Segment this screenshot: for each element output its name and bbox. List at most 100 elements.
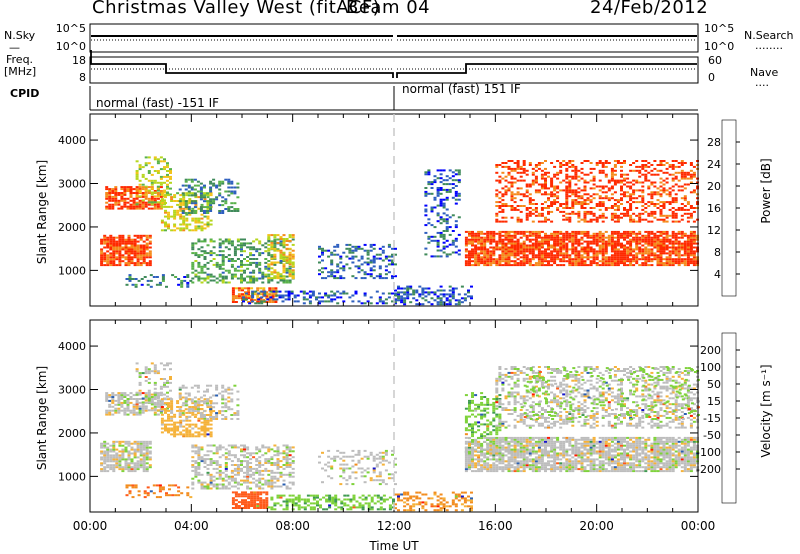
data-cell [577, 256, 581, 259]
data-cell [156, 370, 160, 373]
data-cell [586, 236, 590, 239]
data-cell [525, 207, 529, 209]
data-cell [577, 212, 581, 215]
data-cell [436, 192, 440, 195]
data-cell [233, 250, 237, 253]
data-cell [489, 254, 493, 257]
data-cell [653, 236, 657, 239]
data-cell [252, 248, 256, 251]
data-cell [203, 414, 206, 416]
data-cell [187, 206, 191, 209]
data-cell [445, 190, 449, 193]
data-cell [159, 186, 163, 189]
data-cell [354, 247, 358, 250]
data-cell [273, 246, 277, 249]
data-cell [278, 290, 282, 293]
data-cell [291, 238, 295, 241]
data-cell [153, 370, 157, 373]
data-cell [650, 203, 654, 205]
data-cell [182, 198, 186, 201]
data-cell [236, 404, 240, 407]
data-cell [519, 262, 523, 265]
data-cell [333, 245, 337, 248]
data-cell [589, 167, 593, 170]
data-cell [182, 203, 186, 206]
data-cell [252, 271, 256, 274]
data-cell [209, 408, 213, 411]
data-cell [209, 431, 213, 434]
data-cell [436, 214, 440, 217]
data-cell [209, 275, 213, 278]
data-cell [209, 252, 213, 255]
data-cell [191, 487, 195, 490]
data-cell [531, 258, 535, 261]
data-cell [184, 408, 188, 411]
data-cell [156, 405, 160, 408]
data-cell [674, 258, 678, 261]
data-cell [571, 210, 575, 213]
data-cell [178, 206, 182, 209]
data-cell [200, 229, 204, 232]
data-cell [173, 435, 177, 438]
data-cell [288, 255, 292, 258]
data-cell [150, 166, 154, 169]
data-cell [114, 190, 118, 192]
data-cell [571, 191, 575, 194]
data-cell [571, 258, 575, 261]
data-cell [342, 269, 346, 272]
data-cell [623, 252, 626, 255]
data-cell [439, 218, 443, 221]
data-cell [547, 238, 550, 241]
data-cell [671, 236, 675, 239]
data-cell [638, 264, 642, 267]
data-cell [129, 192, 133, 194]
data-cell [191, 481, 195, 484]
data-cell [203, 435, 207, 438]
data-cell [650, 193, 654, 196]
data-cell [184, 402, 188, 405]
data-cell [620, 250, 623, 253]
data-cell [170, 415, 174, 418]
data-cell [659, 185, 663, 188]
data-cell [156, 193, 160, 196]
data-cell [553, 189, 557, 192]
data-cell [562, 256, 566, 259]
data-cell [571, 177, 575, 180]
data-cell [674, 175, 678, 178]
data-cell [227, 206, 231, 209]
data-cell [616, 162, 620, 164]
data-cell [442, 179, 446, 182]
data-cell [167, 415, 170, 418]
data-cell [495, 248, 499, 251]
data-cell [671, 207, 675, 209]
data-cell [483, 240, 487, 243]
data-cell [378, 275, 382, 278]
data-cell [236, 210, 240, 212]
data-cell [173, 211, 177, 214]
data-cell [525, 212, 529, 215]
data-cell [598, 189, 602, 192]
data-cell [273, 242, 277, 245]
data-cell [451, 241, 455, 244]
data-cell [194, 203, 198, 206]
data-cell [206, 467, 210, 470]
data-cell [662, 230, 666, 233]
data-cell [199, 192, 203, 195]
data-cell [206, 223, 210, 226]
data-cell [215, 196, 219, 199]
data-cell [182, 402, 186, 405]
data-cell [653, 232, 657, 235]
data-cell [659, 181, 663, 184]
data-cell [647, 234, 651, 237]
data-cell [686, 203, 690, 205]
data-cell [586, 256, 590, 259]
data-cell [547, 248, 550, 251]
data-cell [668, 187, 672, 190]
data-cell [498, 164, 502, 166]
data-cell [583, 264, 587, 267]
data-cell [519, 260, 523, 263]
data-cell [665, 240, 669, 243]
data-cell [559, 162, 563, 164]
data-cell [199, 412, 203, 415]
data-cell [200, 281, 204, 284]
